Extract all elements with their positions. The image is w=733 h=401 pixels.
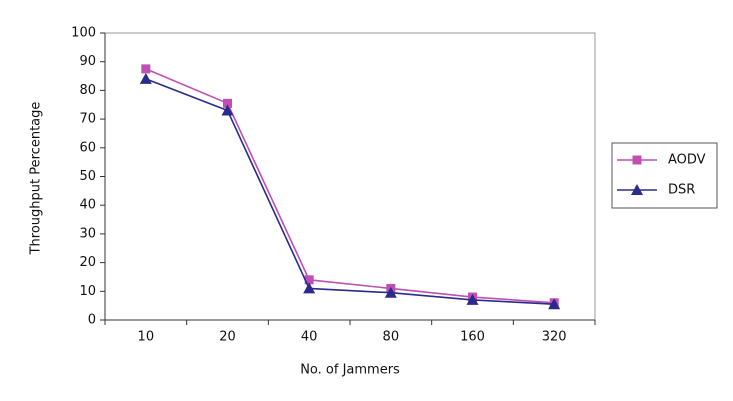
y-tick-label: 50 bbox=[79, 169, 96, 184]
marker bbox=[303, 282, 316, 294]
marker bbox=[304, 275, 314, 285]
y-tick-label: 0 bbox=[88, 313, 96, 328]
y-tick-label: 40 bbox=[79, 198, 96, 213]
y-tick-label: 100 bbox=[71, 26, 96, 41]
x-tick-label: 40 bbox=[301, 330, 318, 345]
plot-frame bbox=[104, 32, 596, 321]
legend-label: DSR bbox=[668, 183, 695, 198]
x-tick-label: 10 bbox=[138, 330, 155, 345]
x-tick-label: 320 bbox=[542, 330, 567, 345]
x-tick-label: 80 bbox=[383, 330, 400, 345]
marker bbox=[548, 298, 561, 310]
y-tick-label: 30 bbox=[79, 226, 96, 241]
marker bbox=[223, 98, 232, 108]
y-axis-label: Throughput Percentage bbox=[29, 102, 44, 256]
series-line bbox=[145, 68, 555, 304]
x-axis-label: No. of Jammers bbox=[300, 363, 400, 378]
x-tick-label: 20 bbox=[219, 330, 236, 345]
y-tick-label: 20 bbox=[79, 255, 96, 270]
y-tick-label: 90 bbox=[79, 54, 96, 69]
legend-box bbox=[611, 142, 718, 209]
legend-label: AODV bbox=[668, 153, 706, 168]
x-tick-label: 160 bbox=[460, 330, 485, 345]
y-tick-label: 60 bbox=[79, 140, 96, 155]
y-tick-label: 80 bbox=[79, 83, 96, 98]
marker bbox=[139, 72, 152, 84]
y-tick-label: 70 bbox=[79, 112, 96, 127]
marker bbox=[141, 64, 151, 74]
marker bbox=[384, 286, 397, 298]
y-tick-label: 10 bbox=[79, 284, 96, 299]
legend-marker bbox=[632, 155, 642, 165]
marker bbox=[221, 104, 234, 116]
marker bbox=[466, 293, 479, 305]
series-line bbox=[145, 78, 555, 306]
legend-marker bbox=[631, 184, 643, 195]
